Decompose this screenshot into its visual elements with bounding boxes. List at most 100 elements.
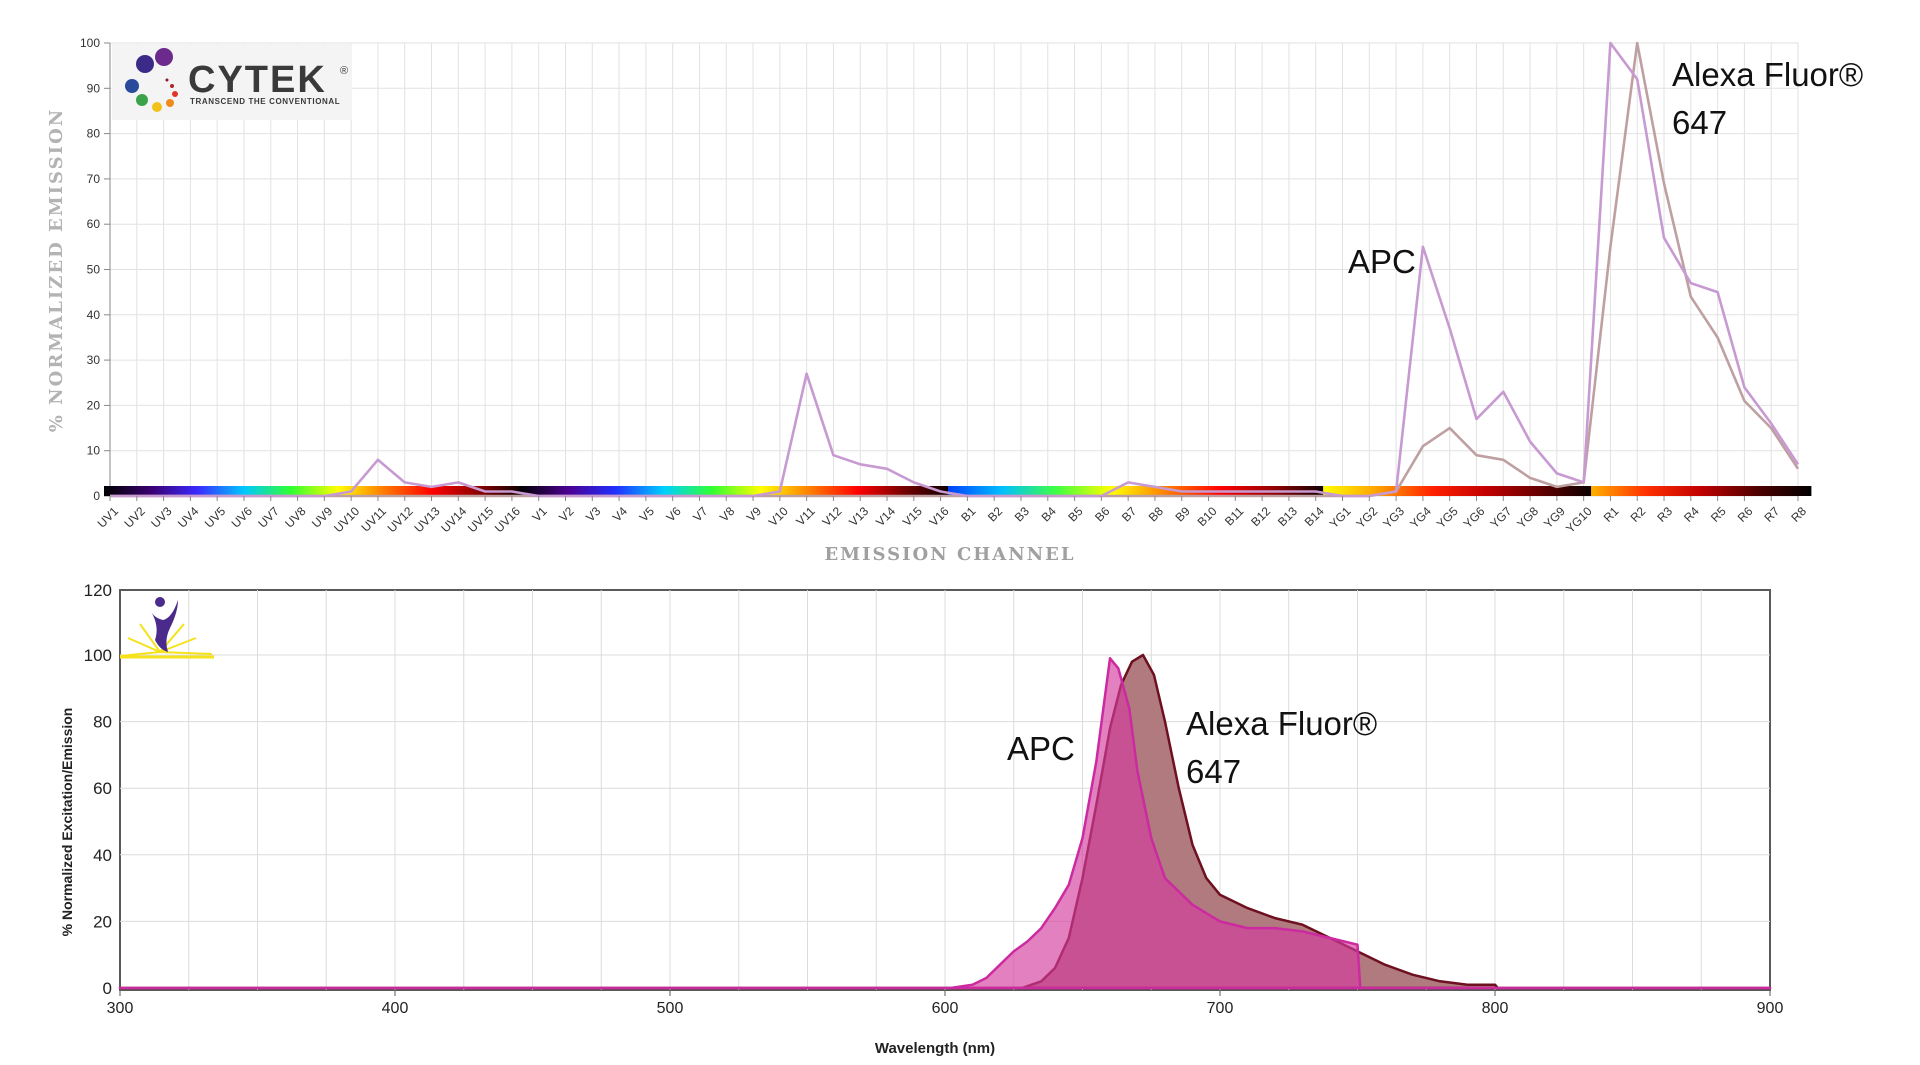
y-tick-label: 100 — [80, 36, 100, 50]
x-tick-label: YG8 — [1514, 504, 1541, 531]
x-tick-label: B8 — [1146, 504, 1167, 525]
x-tick-label: UV16 — [492, 504, 523, 535]
series-lines — [110, 41, 1800, 498]
x-tick-label: V15 — [900, 504, 925, 529]
annotation-apc: APC — [1348, 243, 1416, 280]
x-tick-label: R5 — [1708, 504, 1729, 525]
x-tick-label: B3 — [1012, 504, 1033, 525]
x-tick-label: B4 — [1039, 504, 1060, 525]
y-tick-label: 70 — [87, 172, 101, 186]
x-tick-label: B12 — [1248, 504, 1273, 529]
x-axis-label: EMISSION CHANNEL — [824, 544, 1075, 565]
laser-band-yg — [1323, 486, 1598, 496]
x-tick-label: B9 — [1173, 504, 1194, 525]
y-tick-label: 40 — [93, 846, 112, 865]
x-tick-label: UV7 — [255, 504, 282, 531]
x-tick-label: UV13 — [411, 504, 442, 535]
x-tick-label: 700 — [1207, 1000, 1234, 1017]
x-tick-label: R2 — [1628, 504, 1649, 525]
cytek-logo: CYTEK ® TRANSCEND THE CONVENTIONAL — [112, 44, 352, 120]
laser-color-bands — [104, 486, 1812, 496]
x-tick-label: V13 — [846, 504, 871, 529]
cytek-logo-name: CYTEK — [188, 59, 327, 101]
cytek-logo-registered: ® — [340, 65, 348, 77]
y-tick-label: 90 — [87, 81, 101, 95]
x-tick-label: YG5 — [1434, 504, 1461, 531]
x-tick-label: B6 — [1092, 504, 1113, 525]
x-tick-label: UV6 — [229, 504, 256, 531]
x-tick-label: UV15 — [465, 504, 496, 535]
y-tick-label: 50 — [87, 263, 101, 277]
x-tick-label: R1 — [1601, 504, 1622, 525]
x-tick-label: V9 — [744, 504, 765, 525]
x-tick-label: V4 — [610, 504, 631, 525]
y-tick-label: 60 — [87, 217, 101, 231]
x-tick-label: B1 — [958, 504, 979, 525]
x-tick-label: UV14 — [438, 504, 469, 535]
x-tick-label: V16 — [927, 504, 952, 529]
x-tick-label: 800 — [1482, 1000, 1509, 1017]
series-line-alexa-fluor-647 — [110, 41, 1800, 498]
series-line-apc — [110, 41, 1800, 498]
x-tick-label: YG6 — [1461, 504, 1488, 531]
annotation-apc: APC — [1007, 730, 1075, 767]
x-tick-label: V3 — [583, 504, 604, 525]
x-tick-label: YG7 — [1487, 504, 1514, 531]
x-tick-label: UV5 — [202, 504, 229, 531]
x-tick-label: UV2 — [121, 504, 148, 531]
grid — [109, 42, 1799, 497]
x-tick-label: B5 — [1065, 504, 1086, 525]
annotation-alexa-fluor: Alexa Fluor® — [1186, 705, 1377, 742]
grid — [120, 590, 1770, 990]
x-axis-ticks: 300 400 500 600 700 800 900 — [107, 990, 1783, 1017]
x-tick-label: V8 — [717, 504, 738, 525]
x-tick-label: R6 — [1735, 504, 1756, 525]
x-axis-label: Wavelength (nm) — [875, 1040, 995, 1057]
x-tick-label: UV3 — [148, 504, 175, 531]
x-tick-label: UV12 — [385, 504, 416, 535]
x-tick-label: V5 — [637, 504, 658, 525]
cytek-logo-tagline: TRANSCEND THE CONVENTIONAL — [190, 97, 340, 106]
annotation-alexa-fluor: Alexa Fluor® — [1672, 56, 1863, 93]
y-tick-label: 100 — [84, 646, 112, 665]
y-tick-label: 60 — [93, 779, 112, 798]
laser-band-r — [1591, 486, 1812, 496]
x-tick-label: 500 — [657, 1000, 684, 1017]
x-tick-label: UV8 — [282, 504, 309, 531]
x-tick-label: V14 — [873, 504, 898, 529]
x-tick-label: B11 — [1222, 504, 1247, 529]
x-tick-label: V10 — [766, 504, 791, 529]
y-axis-label: % NORMALIZED EMISSION — [46, 108, 67, 432]
x-tick-label: UV1 — [95, 504, 122, 531]
x-tick-label: V2 — [556, 504, 577, 525]
x-tick-label: 300 — [107, 1000, 134, 1017]
fluorescence-spectra-chart: 300 400 500 600 700 800 900 0 20 40 60 80 100 120 Wa… — [59, 581, 1783, 1057]
y-axis-label: % Normalized Excitation/Emission — [59, 708, 75, 937]
x-tick-label: YG4 — [1407, 504, 1434, 531]
x-tick-label: R8 — [1788, 504, 1809, 525]
x-tick-label: V7 — [690, 504, 711, 525]
x-tick-label: R7 — [1762, 504, 1783, 525]
x-tick-label: YG3 — [1380, 504, 1407, 531]
y-tick-label: 120 — [84, 581, 112, 600]
x-tick-label: UV11 — [358, 504, 389, 535]
y-tick-label: 20 — [87, 398, 101, 412]
x-tick-label: B2 — [985, 504, 1006, 525]
spectra-viewer-logo — [119, 597, 214, 659]
y-tick-label: 10 — [87, 444, 101, 458]
laser-band-b — [948, 486, 1330, 496]
x-tick-label: V12 — [819, 504, 844, 529]
x-tick-label: YG2 — [1353, 504, 1380, 531]
x-tick-label: B7 — [1119, 504, 1140, 525]
series-areas — [118, 653, 1772, 990]
cytek-spectrum-chart: 0 10 20 30 40 50 60 70 80 90 100 % NORMALIZED EMIS… — [46, 36, 1863, 565]
x-tick-label: YG10 — [1563, 504, 1595, 536]
x-axis-ticks: UV1 UV2 UV3 UV4 UV5 UV6 UV7 UV8 UV9UV10UV11UV12U… — [95, 496, 1809, 536]
x-tick-label: UV10 — [331, 504, 362, 535]
x-tick-label: V6 — [663, 504, 684, 525]
y-tick-label: 20 — [93, 912, 112, 931]
laser-band-uv — [104, 486, 526, 496]
x-tick-label: R3 — [1654, 504, 1675, 525]
x-tick-label: B10 — [1195, 504, 1220, 529]
